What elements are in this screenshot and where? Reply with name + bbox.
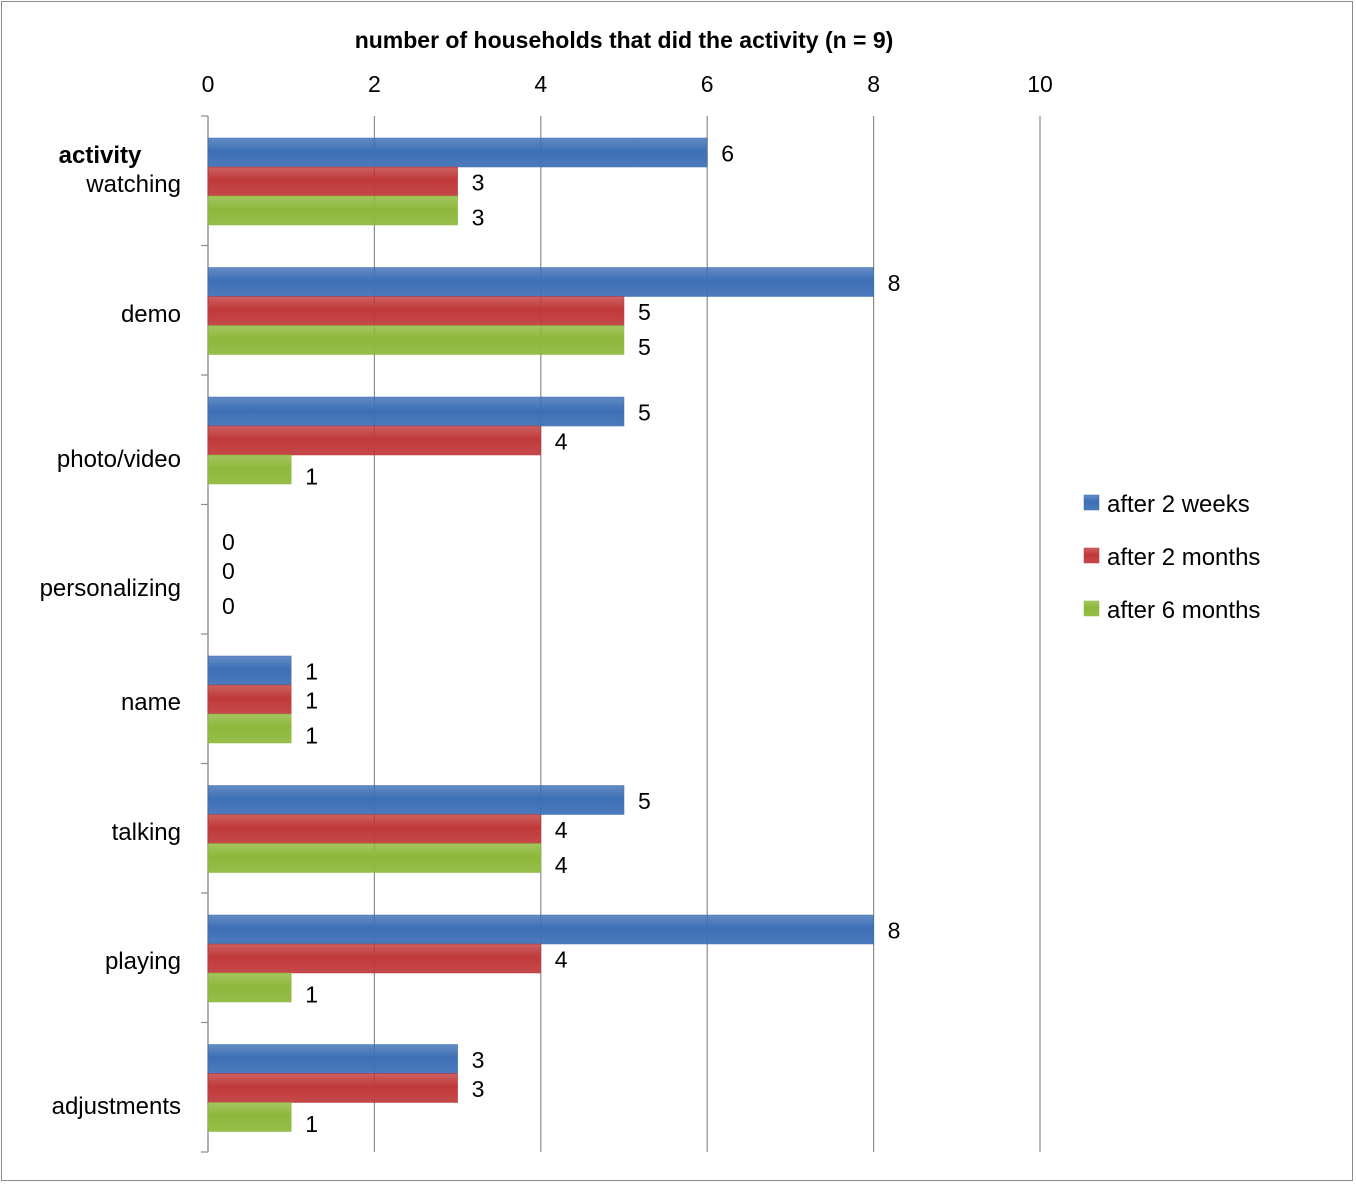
- data-label: 1: [305, 723, 318, 749]
- data-labels: 6 3 3 8 5 5 5 4 1 0 0 0 1 1 1 5 4 4 8 4 1 3 3 1: [222, 141, 900, 1138]
- data-label: 5: [638, 400, 651, 426]
- bar: [207, 1102, 292, 1132]
- legend-swatch: [1083, 494, 1100, 511]
- bar: [207, 655, 292, 686]
- data-label: 0: [222, 593, 235, 619]
- category-label: adjustments: [52, 1093, 181, 1120]
- data-label: 0: [222, 558, 235, 584]
- legend-swatch: [1083, 547, 1100, 564]
- data-label: 0: [222, 529, 235, 555]
- category-label: demo: [121, 301, 181, 328]
- data-label: 1: [305, 982, 318, 1008]
- category-label: talking: [112, 819, 181, 846]
- bar: [207, 454, 292, 485]
- bar: [207, 814, 542, 844]
- x-axis-ticks: 0 2 4 6 8 10: [202, 71, 1053, 97]
- data-label: 1: [305, 1111, 318, 1137]
- bar: [207, 713, 292, 744]
- x-tick-label: 6: [701, 71, 714, 97]
- bar: [207, 396, 625, 427]
- data-label: 4: [555, 852, 568, 878]
- legend-swatch: [1083, 600, 1100, 617]
- data-label: 3: [472, 205, 485, 231]
- bar: [207, 137, 708, 168]
- legend-label: after 2 months: [1107, 544, 1260, 571]
- data-label: 1: [305, 688, 318, 714]
- legend: after 2 weeks after 2 months after 6 month…: [1083, 491, 1260, 624]
- data-label: 8: [888, 270, 901, 296]
- bar: [207, 325, 625, 355]
- category-label: photo/video: [57, 446, 181, 473]
- data-label: 1: [305, 464, 318, 490]
- category-label: playing: [105, 948, 181, 975]
- data-label: 3: [472, 1047, 485, 1073]
- bar: [207, 914, 874, 945]
- bar: [207, 785, 625, 815]
- y-axis-categories: watching demo photo/video personalizing name…: [40, 171, 181, 1120]
- bar: [207, 1044, 458, 1074]
- data-label: 5: [638, 788, 651, 814]
- category-label: watching: [85, 171, 181, 198]
- x-tick-label: 0: [202, 71, 215, 97]
- bar: [207, 267, 874, 297]
- bar: [207, 166, 458, 197]
- data-label: 5: [638, 334, 651, 360]
- data-label: 5: [638, 299, 651, 325]
- x-tick-label: 4: [534, 71, 547, 97]
- y-axis-title: activity: [59, 142, 142, 169]
- data-label: 4: [555, 947, 568, 973]
- bar: [207, 425, 542, 456]
- chart-title: number of households that did the activi…: [355, 27, 894, 53]
- data-label: 8: [888, 918, 901, 944]
- bar: [207, 943, 542, 974]
- legend-label: after 6 months: [1107, 597, 1260, 624]
- legend-label: after 2 weeks: [1107, 491, 1250, 518]
- bar: [207, 1073, 458, 1103]
- data-label: 4: [555, 429, 568, 455]
- data-label: 4: [555, 817, 568, 843]
- bar: [207, 972, 292, 1003]
- bar: [207, 843, 542, 873]
- data-label: 1: [305, 659, 318, 685]
- x-tick-label: 8: [867, 71, 880, 97]
- x-tick-label: 2: [368, 71, 381, 97]
- bar: [207, 195, 458, 226]
- bar: [207, 684, 292, 715]
- data-label: 3: [472, 170, 485, 196]
- x-tick-label: 10: [1027, 71, 1053, 97]
- category-label: personalizing: [40, 575, 181, 602]
- bars: [207, 137, 874, 1132]
- data-label: 6: [721, 141, 734, 167]
- bar: [207, 296, 625, 326]
- data-label: 3: [472, 1076, 485, 1102]
- category-label: name: [121, 689, 181, 716]
